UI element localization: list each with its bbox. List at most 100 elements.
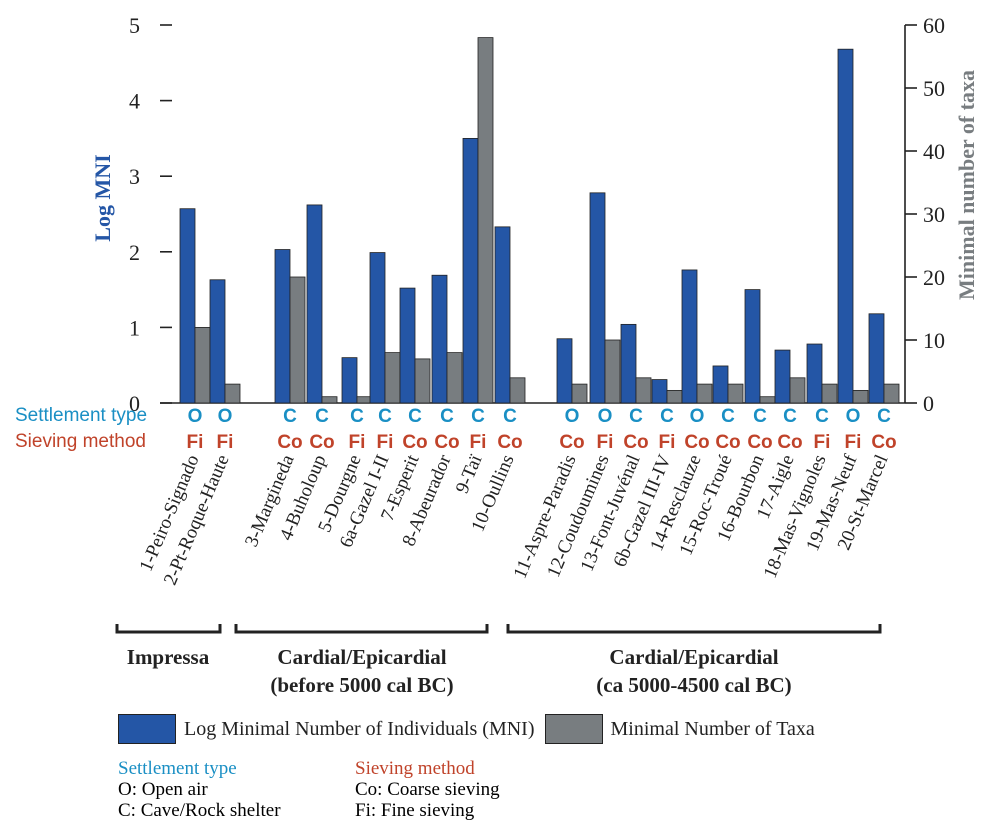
group-bracket [234,624,489,634]
settlement-type-code: O [598,406,613,427]
legend-swatch-mni [118,714,176,744]
bar-taxa [604,339,621,404]
group-label: Cardial/Epicardial [609,645,778,669]
settlement-type-code: C [471,406,485,427]
bar-taxa [321,396,338,404]
sieving-method-code: Fi [377,432,394,453]
bar-mni [274,249,291,404]
sieving-method-code: Fi [845,432,862,453]
bar-mni [651,379,668,404]
sieving-method-code: Fi [470,432,487,453]
sieving-method-code: Co [623,432,648,453]
sieving-method-code: Fi [349,432,366,453]
settlement-type-code: C [877,406,891,427]
right-axis-tick-label: 20 [923,265,945,290]
sieving-method-code: Co [777,432,802,453]
group-brackets: Impressa Cardial/Epicardial (before 5000 c… [115,624,882,697]
settlement-type-key: Settlement type O: Open air C: Cave/Rock… [118,758,281,821]
sieving-method-code: Co [497,432,522,453]
settlement-type-code: C [660,406,674,427]
bar-taxa [477,37,494,404]
sieving-method-code: Co [559,432,584,453]
settlement-type-code: O [846,406,861,427]
sieving-method-code: Fi [659,432,676,453]
bar-taxa [289,276,306,404]
bar-taxa [635,377,652,404]
sieving-method-code: Fi [597,432,614,453]
bar-taxa [727,383,744,404]
bar-mni [806,343,823,404]
settlement-type-code: C [753,406,767,427]
bar-mni [712,365,729,404]
bar-taxa [194,326,211,404]
chart-legend: Log Minimal Number of Individuals (MNI) … [118,712,825,746]
legend-swatch-taxa [544,714,603,744]
sieving-method-code: Fi [217,432,234,453]
settlement-type-code: C [503,406,517,427]
bar-taxa [509,377,526,404]
right-axis-tick-label: 60 [923,13,945,38]
bar-mni [494,226,511,404]
right-axis-tick-label: 40 [923,139,945,164]
bar-mni [306,204,323,404]
left-axis-tick-label: 2 [129,240,140,265]
sieving-key-title: Sieving method [355,758,475,779]
left-axis-tick-label: 3 [129,164,140,189]
bar-taxa [759,396,776,404]
sieving-key-item: Co: Coarse sieving [355,779,500,800]
left-axis-title: Log MNI [90,154,115,241]
sieving-method-code: Co [402,432,427,453]
group-label-sub: (before 5000 cal BC) [270,673,453,697]
settlement-type-code: C [378,406,392,427]
sieving-method-code: Co [434,432,459,453]
settlement-type-code: C [283,406,297,427]
bar-mni [681,269,698,404]
group-bracket [115,624,222,634]
legend-label-mni: Log Minimal Number of Individuals (MNI) [184,717,535,740]
bar-mni [620,323,637,404]
bar-taxa [852,389,869,404]
settlement-key-title: Settlement type [118,758,237,779]
bar-mni [399,287,416,404]
settlement-key-item: C: Cave/Rock shelter [118,800,281,821]
bar-taxa [571,383,588,404]
bar-taxa [883,383,900,404]
right-axis-tick-label: 50 [923,76,945,101]
sieving-method-key: Sieving method Co: Coarse sieving Fi: Fi… [355,758,500,821]
bar-taxa [384,352,401,404]
bar-taxa [446,352,463,404]
left-axis-tick-label: 5 [129,13,140,38]
bar-mni [589,192,606,404]
settlement-type-code: C [408,406,422,427]
sieving-key-item: Fi: Fine sieving [355,800,475,821]
settlement-type-code: C [350,406,364,427]
bar-taxa [414,358,431,404]
settlement-type-code: C [315,406,329,427]
right-axis-tick-label: 30 [923,202,945,227]
settlement-type-code: O [218,406,233,427]
settlement-type-code: C [440,406,454,427]
group-bracket [506,624,882,634]
settlement-type-code: O [565,406,580,427]
sieving-method-code: Fi [187,432,204,453]
settlement-key-item: O: Open air [118,779,208,800]
bar-taxa [696,383,713,404]
category-label: 9-Taï [452,451,487,497]
settlement-type-code: O [188,406,203,427]
sieving-method-row-label: Sieving method [15,431,146,452]
bar-mni [868,313,885,404]
bar-mni [837,48,854,404]
group-label-sub: (ca 5000-4500 cal BC) [596,673,791,697]
sieving-method-code: Co [871,432,896,453]
sieving-method-code: Fi [814,432,831,453]
left-axis-tick-label: 1 [129,315,140,340]
bar-mni [209,279,226,404]
settlement-type-code: C [629,406,643,427]
group-label: Impressa [127,645,210,669]
right-axis-tick-label: 10 [923,328,945,353]
sieving-method-code: Co [715,432,740,453]
bar-mni [179,208,196,404]
bar-mni [431,274,448,404]
